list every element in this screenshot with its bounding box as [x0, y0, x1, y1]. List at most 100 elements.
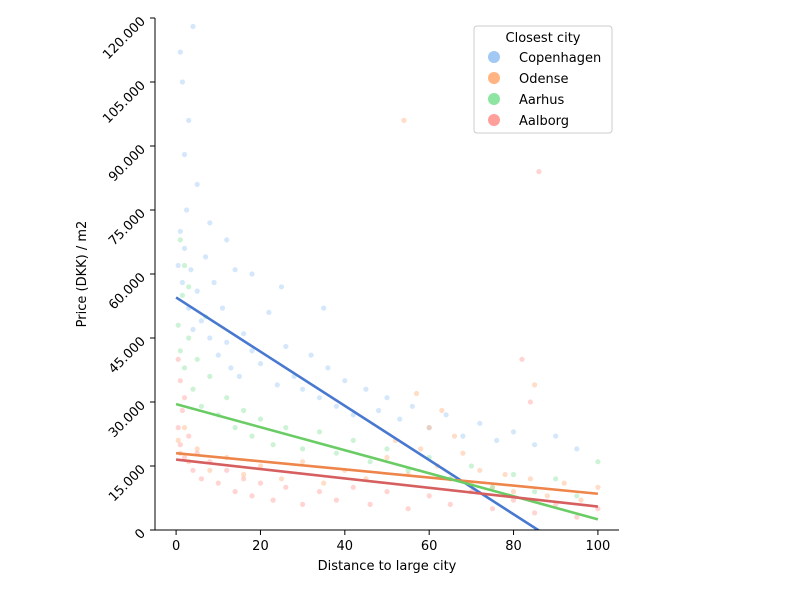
scatter-point-odense — [460, 450, 466, 456]
scatter-point-copenhagen — [219, 305, 226, 311]
scatter-point-aalborg — [532, 510, 538, 516]
y-tick-label: 0 — [132, 526, 148, 542]
scatter-point-copenhagen — [266, 309, 272, 315]
x-tick-label: 40 — [337, 539, 354, 554]
scatter-point-odense — [426, 425, 432, 431]
scatter-point-copenhagen — [211, 279, 217, 286]
scatter-point-copenhagen — [409, 403, 415, 409]
scatter-point-copenhagen — [184, 207, 190, 213]
scatter-point-copenhagen — [175, 262, 181, 269]
scatter-point-aarhus — [270, 442, 276, 448]
regression-lines-layer — [175, 296, 599, 530]
scatter-point-aalborg — [198, 476, 204, 482]
scatter-point-aarhus — [198, 403, 204, 409]
scatter-point-odense — [502, 471, 508, 478]
y-tick-label: 120.000 — [100, 14, 149, 63]
scatter-point-aarhus — [489, 484, 496, 490]
scatter-point-aalborg — [175, 425, 181, 431]
scatter-point-odense — [527, 476, 534, 482]
scatter-point-copenhagen — [228, 365, 234, 371]
scatter-point-aalborg — [527, 399, 534, 405]
scatter-point-aarhus — [224, 395, 230, 401]
scatter-point-aarhus — [574, 493, 580, 499]
scatter-point-copenhagen — [241, 331, 247, 337]
scatter-point-aarhus — [186, 335, 192, 341]
scatter-point-aarhus — [532, 489, 538, 495]
scatter-point-copenhagen — [207, 335, 213, 341]
scatter-point-aalborg — [186, 433, 192, 439]
scatter-point-odense — [175, 437, 181, 443]
legend-label-copenhagen: Copenhagen — [519, 51, 601, 66]
x-tick-label: 20 — [252, 539, 269, 554]
scatter-point-copenhagen — [181, 245, 188, 251]
scatter-point-odense — [300, 459, 306, 465]
x-axis-label: Distance to large city — [318, 559, 457, 574]
scatter-point-odense — [413, 390, 420, 397]
scatter-point-aalborg — [300, 501, 306, 507]
legend-marker-aalborg — [488, 114, 500, 126]
scatter-point-copenhagen — [194, 288, 200, 294]
scatter-point-aarhus — [595, 459, 601, 465]
scatter-point-aalborg — [536, 169, 542, 175]
scatter-point-copenhagen — [316, 395, 323, 401]
regression-line-aarhus — [175, 402, 599, 521]
scatter-point-aalborg — [574, 514, 580, 520]
x-axis-ticks: 0 20 40 60 80 100 — [172, 530, 610, 554]
scatter-point-aalborg — [232, 489, 238, 495]
scatter-point-aalborg — [249, 493, 255, 499]
scatter-point-aalborg — [384, 489, 390, 495]
scatter-point-aalborg — [175, 356, 181, 362]
scatter-point-copenhagen — [426, 425, 432, 431]
scatter-point-odense — [194, 446, 200, 452]
scatter-point-aalborg — [510, 497, 517, 503]
scatter-point-aalborg — [405, 506, 411, 512]
scatter-point-aarhus — [333, 450, 339, 456]
legend-entries: Copenhagen Odense Aarhus Aalborg — [488, 51, 601, 129]
y-tick-label: 75.000 — [106, 206, 149, 249]
y-tick-label: 15.000 — [106, 462, 149, 505]
scatter-point-copenhagen — [190, 326, 196, 333]
scatter-point-aarhus — [350, 437, 356, 443]
scatter-point-odense — [418, 446, 424, 452]
legend-marker-odense — [488, 72, 500, 84]
scatter-point-aalborg — [333, 497, 339, 503]
scatter-point-aalborg — [177, 442, 183, 448]
legend-marker-copenhagen — [488, 51, 500, 63]
scatter-point-odense — [181, 425, 188, 431]
scatter-point-aalborg — [181, 395, 188, 401]
regression-line-odense — [175, 451, 599, 496]
scatter-point-aarhus — [181, 365, 188, 371]
scatter-point-odense — [384, 454, 390, 461]
scatter-point-copenhagen — [308, 352, 314, 358]
scatter-point-copenhagen — [321, 305, 327, 311]
scatter-point-copenhagen — [224, 237, 230, 243]
scatter-point-aalborg — [215, 480, 221, 486]
scatter-point-odense — [595, 484, 601, 490]
x-tick-label: 100 — [585, 539, 610, 554]
scatter-point-odense — [477, 467, 483, 473]
y-axis-ticks: 0 15.000 30.000 45.000 60.000 75.000 90.000 105… — [100, 14, 155, 543]
scatter-point-aarhus — [179, 292, 185, 298]
scatter-point-odense — [451, 433, 458, 439]
scatter-point-odense — [489, 484, 496, 490]
scatter-point-odense — [241, 471, 247, 478]
scatter-point-copenhagen — [443, 412, 449, 418]
scatter-point-copenhagen — [190, 23, 196, 30]
scatter-point-copenhagen — [257, 361, 264, 367]
scatter-point-copenhagen — [278, 284, 285, 290]
scatter-point-aalborg — [257, 480, 264, 486]
scatter-point-copenhagen — [384, 395, 390, 401]
scatter-point-aarhus — [194, 356, 200, 362]
scatter-point-odense — [439, 407, 445, 414]
y-tick-label: 60.000 — [106, 270, 149, 313]
scatter-point-copenhagen — [553, 433, 559, 439]
legend-frame — [473, 25, 613, 134]
y-tick-label: 45.000 — [106, 334, 149, 377]
scatter-point-aalborg — [241, 476, 247, 482]
x-tick-label: 0 — [172, 539, 180, 554]
scatter-point-copenhagen — [274, 382, 280, 388]
legend-marker-aarhus — [488, 93, 500, 105]
scatter-point-copenhagen — [249, 271, 255, 277]
regression-line-aalborg — [175, 458, 599, 508]
scatter-point-copenhagen — [232, 267, 238, 273]
